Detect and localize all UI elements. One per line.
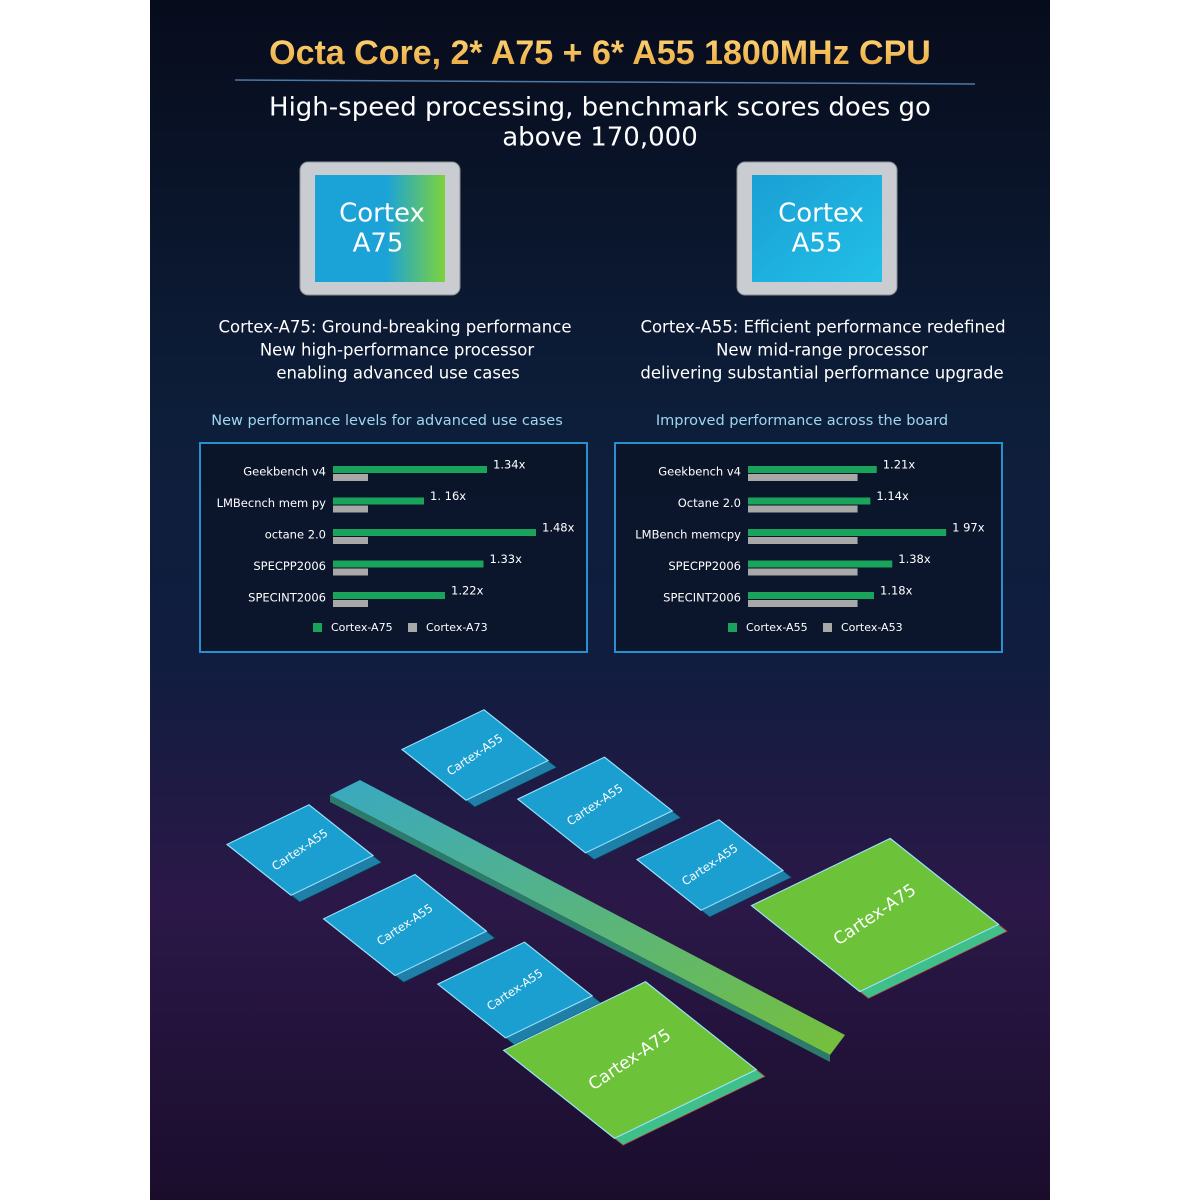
- bar: [333, 505, 368, 513]
- core-chip: [400, 709, 558, 808]
- chip-top: [750, 837, 1000, 993]
- core-chip: [516, 756, 682, 861]
- core-chip: [635, 819, 793, 918]
- bar: [748, 505, 858, 513]
- description: New mid-range processor: [716, 341, 928, 360]
- chart-panel: [199, 442, 588, 653]
- category-label: octane 2.0: [265, 528, 326, 542]
- chip-label: A75: [353, 229, 404, 259]
- bar: [748, 529, 947, 536]
- category-label: SPECPP2006: [253, 559, 326, 573]
- chip-a75: Cortex A75: [299, 161, 461, 296]
- bar: [333, 537, 368, 544]
- title-underline: [234, 79, 976, 85]
- core-chip: [225, 804, 383, 903]
- chart-title: Improved performance across the board: [656, 413, 948, 429]
- bar: [748, 600, 858, 607]
- chip-a55: Cortex A55: [736, 161, 898, 296]
- legend-label: Cortex-A53: [841, 621, 903, 634]
- description: delivering substantial performance upgra…: [640, 364, 1003, 383]
- core-chip: [750, 837, 1008, 999]
- chip-top: [635, 819, 785, 911]
- bar: [748, 466, 877, 473]
- value-label: 1. 16x: [430, 489, 466, 503]
- chip-top: [322, 873, 488, 977]
- bar: [333, 497, 424, 505]
- bar: [748, 560, 893, 568]
- bar: [333, 529, 536, 536]
- category-label: SPECPP2006: [668, 559, 741, 573]
- value-label: 1.34x: [493, 458, 526, 472]
- description: Cortex-A55: Efficient performance redefi…: [640, 318, 1005, 337]
- chip-label: A55: [792, 229, 843, 259]
- bar: [748, 568, 858, 576]
- descriptions: Cortex-A75: Ground-breaking performance …: [219, 318, 1006, 383]
- value-label: 1.33x: [490, 552, 523, 566]
- value-label: 1.38x: [898, 552, 931, 566]
- bar: [748, 497, 871, 505]
- subtitle: above 170,000: [502, 123, 698, 153]
- legend-label: Cortex-A75: [331, 621, 393, 634]
- legend-label: Cortex-A73: [426, 621, 488, 634]
- category-label: Geekbench v4: [243, 465, 326, 479]
- chart-title: New performance levels for advanced use …: [211, 413, 563, 429]
- bar: [333, 592, 445, 599]
- bar: [333, 474, 368, 481]
- core-chip: [436, 941, 602, 1046]
- bar: [748, 474, 858, 481]
- legend-swatch: [728, 623, 737, 632]
- core-chip: [502, 981, 766, 1146]
- legend-label: Cortex-A55: [746, 621, 808, 634]
- subtitle: High-speed processing, benchmark scores …: [269, 93, 931, 123]
- chip-top: [400, 709, 550, 801]
- value-label: 1.22x: [451, 584, 484, 598]
- category-label: Octane 2.0: [678, 496, 741, 510]
- bar: [748, 537, 858, 544]
- bar: [333, 560, 484, 568]
- category-label: LMBecnch mem py: [217, 496, 327, 510]
- category-label: SPECINT2006: [248, 591, 326, 605]
- charts: New performance levels for advanced use …: [199, 413, 1003, 653]
- bar: [748, 592, 874, 599]
- legend-swatch: [823, 623, 832, 632]
- chip-top: [436, 941, 594, 1039]
- category-label: LMBench memcpy: [635, 528, 741, 542]
- value-label: 1.18x: [880, 584, 913, 598]
- description: Cortex-A75: Ground-breaking performance: [219, 318, 572, 337]
- chip-label: Cortex: [778, 199, 864, 229]
- description: enabling advanced use cases: [276, 364, 519, 383]
- value-label: 1.48x: [542, 521, 575, 535]
- value-label: 1.14x: [876, 489, 909, 503]
- category-label: SPECINT2006: [663, 591, 741, 605]
- chip-label: Cortex: [339, 199, 425, 229]
- value-label: 1.21x: [883, 458, 916, 472]
- category-label: Geekbench v4: [658, 465, 741, 479]
- title: Octa Core, 2* A75 + 6* A55 1800MHz CPU: [269, 34, 931, 72]
- chip-top: [516, 756, 674, 854]
- bar: [333, 600, 368, 607]
- value-label: 1 97x: [952, 521, 985, 535]
- bar: [333, 466, 487, 473]
- chip-top: [225, 804, 375, 896]
- legend-swatch: [408, 623, 417, 632]
- bar: [333, 568, 368, 576]
- core-chip: [322, 873, 496, 983]
- description: New high-performance processor: [260, 341, 535, 360]
- chip-top: [502, 981, 758, 1139]
- legend-swatch: [313, 623, 322, 632]
